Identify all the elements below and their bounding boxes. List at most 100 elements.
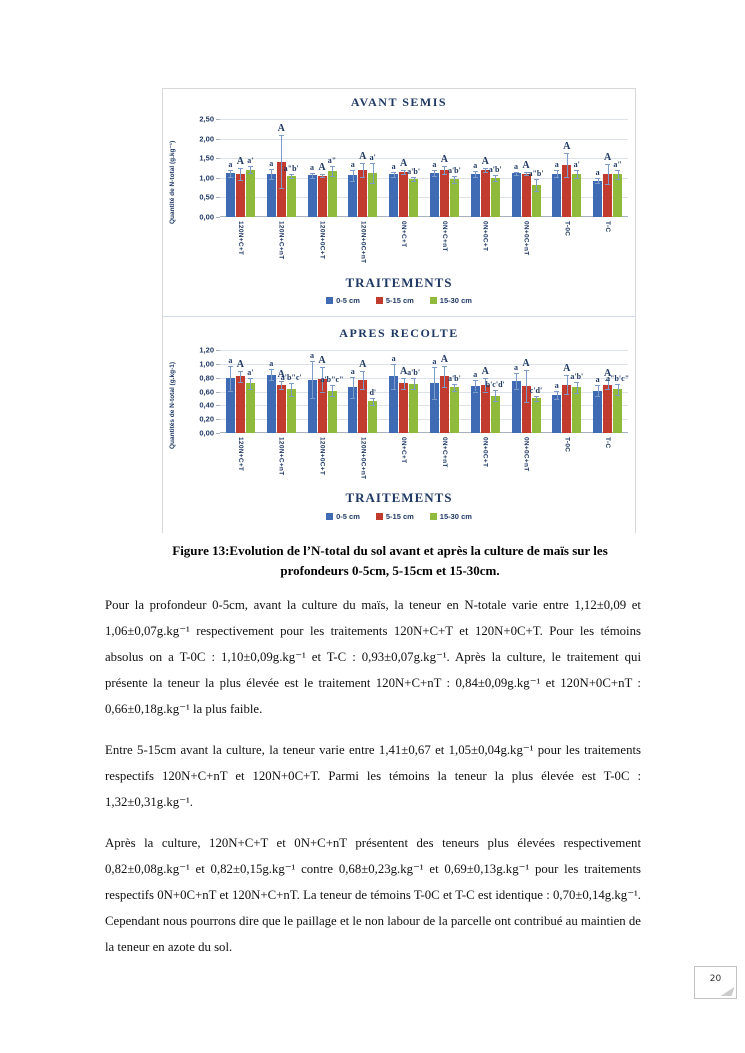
category-label: 120N+C+T xyxy=(236,221,244,256)
legend-swatch xyxy=(326,513,334,520)
error-bar-cap xyxy=(247,377,253,379)
error-bar-cap xyxy=(288,177,294,179)
error-bar-cap xyxy=(441,166,447,168)
error-bar xyxy=(322,174,323,178)
error-bar-cap xyxy=(523,370,529,372)
significance-letter: A xyxy=(318,162,326,174)
y-tick-mark xyxy=(216,217,220,218)
gridline xyxy=(220,391,628,393)
error-bar xyxy=(536,178,537,191)
gridline xyxy=(220,138,628,140)
y-tick-label: 1,00 xyxy=(199,359,214,369)
bar xyxy=(552,173,562,217)
category-label: 120N+C+nT xyxy=(277,437,285,476)
figure-caption-line1: Figure 13:Evolution de l’N-total du sol … xyxy=(172,543,608,558)
error-bar-cap xyxy=(401,388,407,390)
error-bar xyxy=(291,173,293,178)
significance-letter: a'b' xyxy=(407,368,421,378)
legend-item: 0-5 cm xyxy=(326,512,360,521)
x-axis-line xyxy=(220,432,628,433)
bar xyxy=(348,175,358,217)
error-bar-cap xyxy=(411,177,417,179)
error-bar-cap xyxy=(227,176,233,178)
error-bar xyxy=(230,365,232,391)
category-label: 0N+0C+T xyxy=(481,437,489,468)
legend-label: 15-30 cm xyxy=(439,296,472,305)
error-bar xyxy=(393,363,395,389)
error-bar-cap xyxy=(605,380,611,382)
category-label: T-C xyxy=(604,437,612,449)
paragraph-1: Pour la profondeur 0-5cm, avant la cultu… xyxy=(105,598,641,716)
significance-letter: a"b' xyxy=(528,168,544,178)
gridline xyxy=(220,377,628,379)
error-bar xyxy=(434,169,436,177)
error-bar xyxy=(403,169,405,175)
y-tick-mark xyxy=(216,197,220,199)
bar xyxy=(245,169,255,217)
error-bar-cap xyxy=(401,169,407,171)
significance-letter: a xyxy=(391,353,396,363)
error-bar xyxy=(271,369,273,381)
bar xyxy=(511,173,521,217)
bar xyxy=(572,173,582,217)
figure-caption-line2: profondeurs 0-5cm, 5-15cm et 15-30cm. xyxy=(280,563,500,578)
significance-letter: a'b' xyxy=(447,373,461,383)
error-bar-cap xyxy=(288,173,294,175)
legend-swatch xyxy=(375,297,383,304)
error-bar xyxy=(403,377,405,389)
figure-caption: Figure 13:Evolution de l’N-total du sol … xyxy=(130,541,650,581)
error-bar-cap xyxy=(574,169,580,171)
error-bar-cap xyxy=(523,401,529,403)
significance-letter: A xyxy=(318,354,326,366)
error-bar-cap xyxy=(533,178,539,180)
error-bar-cap xyxy=(451,383,457,385)
significance-letter: A xyxy=(481,365,489,377)
legend-swatch xyxy=(326,297,334,304)
bar xyxy=(327,171,337,217)
error-bar-cap xyxy=(329,396,335,398)
error-bar-cap xyxy=(441,365,447,367)
error-bar xyxy=(576,381,578,393)
page-number: 20 xyxy=(709,974,722,984)
error-bar-cap xyxy=(227,365,233,367)
error-bar-cap xyxy=(360,177,366,179)
error-bar xyxy=(332,385,333,397)
error-bar-cap xyxy=(247,165,253,167)
y-tick-mark xyxy=(216,363,220,365)
bar xyxy=(327,390,337,433)
figure-13-charts: AVANT SEMIS Quantité de N-total (g.kg⁻¹) a… xyxy=(162,88,636,533)
error-bar-cap xyxy=(513,171,519,173)
significance-letter: a' xyxy=(247,155,254,165)
error-bar-cap xyxy=(227,169,233,171)
error-bar-cap xyxy=(523,175,529,177)
error-bar-cap xyxy=(370,182,376,184)
category-label: 120N+0C+T xyxy=(318,221,326,260)
error-bar xyxy=(362,162,364,177)
significance-letter: A xyxy=(277,123,285,135)
page-number-box: 20 xyxy=(694,966,737,999)
bar xyxy=(409,383,419,433)
significance-letter: A xyxy=(440,353,449,365)
bar xyxy=(562,165,572,217)
error-bar-cap xyxy=(411,180,417,182)
bar xyxy=(368,401,378,433)
y-tick-label: 1,00 xyxy=(199,173,214,183)
gridline xyxy=(220,119,628,120)
error-bar-cap xyxy=(615,394,621,396)
error-bar-cap xyxy=(574,392,580,394)
category-label: T-0C xyxy=(563,221,571,237)
error-bar xyxy=(617,383,619,395)
legend-swatch xyxy=(429,297,437,304)
error-bar-cap xyxy=(360,371,366,373)
significance-letter: a xyxy=(514,362,518,372)
legend-label: 5-15 cm xyxy=(385,296,414,305)
chart-avant-semis: AVANT SEMIS Quantité de N-total (g.kg⁻¹) a… xyxy=(163,89,635,317)
error-bar xyxy=(372,163,374,183)
x-axis-title: TRAITEMENTS xyxy=(345,275,453,290)
error-bar xyxy=(271,169,273,179)
error-bar-cap xyxy=(278,389,284,391)
error-bar-cap xyxy=(595,385,601,387)
error-bar xyxy=(526,370,527,402)
